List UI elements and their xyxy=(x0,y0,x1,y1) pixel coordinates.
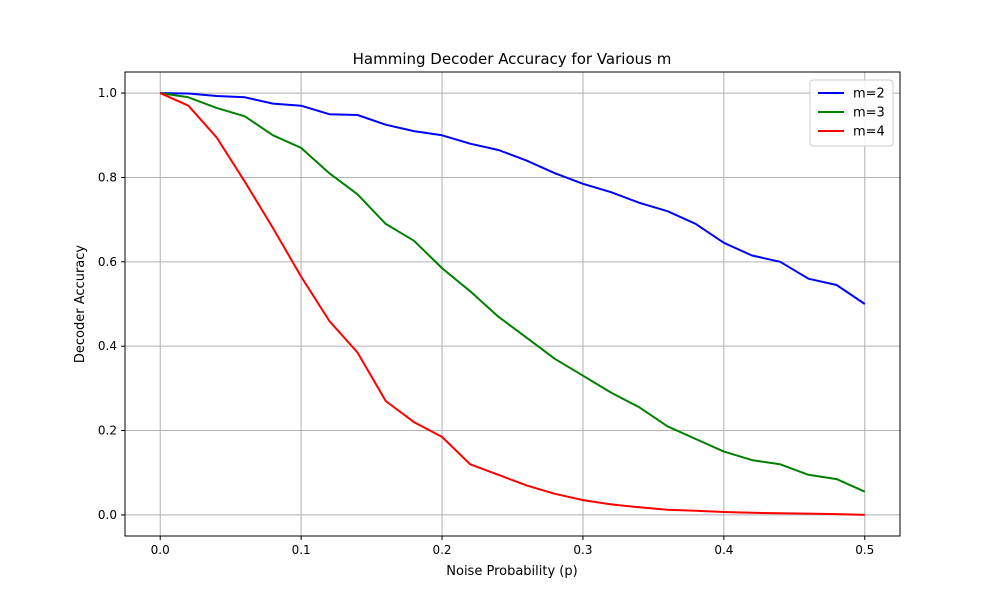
y-tick-label: 0.8 xyxy=(98,170,117,184)
series-line-m-3 xyxy=(160,92,866,493)
x-axis-label: Noise Probability (p) xyxy=(446,564,577,579)
legend-label: m=4 xyxy=(853,125,885,140)
y-axis-label: Decoder Accuracy xyxy=(73,245,88,363)
series-line-m-4 xyxy=(159,92,865,516)
axis-ticks: 0.0 0.1 0.2 0.3 0.4 0.5 0.0 0.2 0.4 0.6 0.8 1.0 xyxy=(98,86,874,557)
grid xyxy=(125,72,900,536)
x-tick-label: 0.0 xyxy=(151,543,170,557)
x-tick-label: 0.1 xyxy=(292,543,311,557)
x-tick-label: 0.4 xyxy=(714,543,733,557)
x-tick-label: 0.2 xyxy=(432,543,451,557)
legend: m=2 m=3 m=4 xyxy=(809,79,894,147)
series-line-m-2 xyxy=(160,92,866,305)
y-tick-label: 1.0 xyxy=(98,86,117,100)
y-tick-label: 0.0 xyxy=(98,508,117,522)
y-tick-label: 0.2 xyxy=(98,424,117,438)
legend-label: m=3 xyxy=(853,106,885,121)
legend-box xyxy=(809,79,894,147)
x-tick-label: 0.5 xyxy=(855,543,874,557)
y-tick-label: 0.6 xyxy=(98,255,117,269)
chart-title: Hamming Decoder Accuracy for Various m xyxy=(353,50,672,68)
legend-label: m=2 xyxy=(853,87,885,102)
plot-lines xyxy=(159,92,866,516)
y-tick-label: 0.4 xyxy=(98,339,117,353)
x-tick-label: 0.3 xyxy=(573,543,592,557)
plot-frame xyxy=(124,71,901,537)
